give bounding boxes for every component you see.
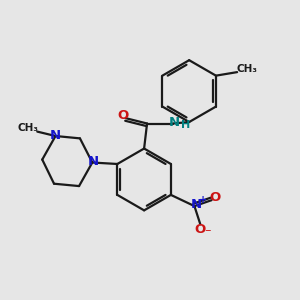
Text: H: H bbox=[181, 120, 190, 130]
Text: N: N bbox=[191, 198, 202, 212]
Text: ⁻: ⁻ bbox=[204, 227, 211, 240]
Text: O: O bbox=[118, 109, 129, 122]
Text: +: + bbox=[199, 195, 207, 205]
Text: O: O bbox=[209, 191, 221, 204]
Text: CH₃: CH₃ bbox=[236, 64, 257, 74]
Text: CH₃: CH₃ bbox=[18, 123, 39, 133]
Text: O: O bbox=[195, 223, 206, 236]
Text: N: N bbox=[87, 155, 98, 168]
Text: N: N bbox=[169, 116, 180, 129]
Text: N: N bbox=[50, 129, 61, 142]
